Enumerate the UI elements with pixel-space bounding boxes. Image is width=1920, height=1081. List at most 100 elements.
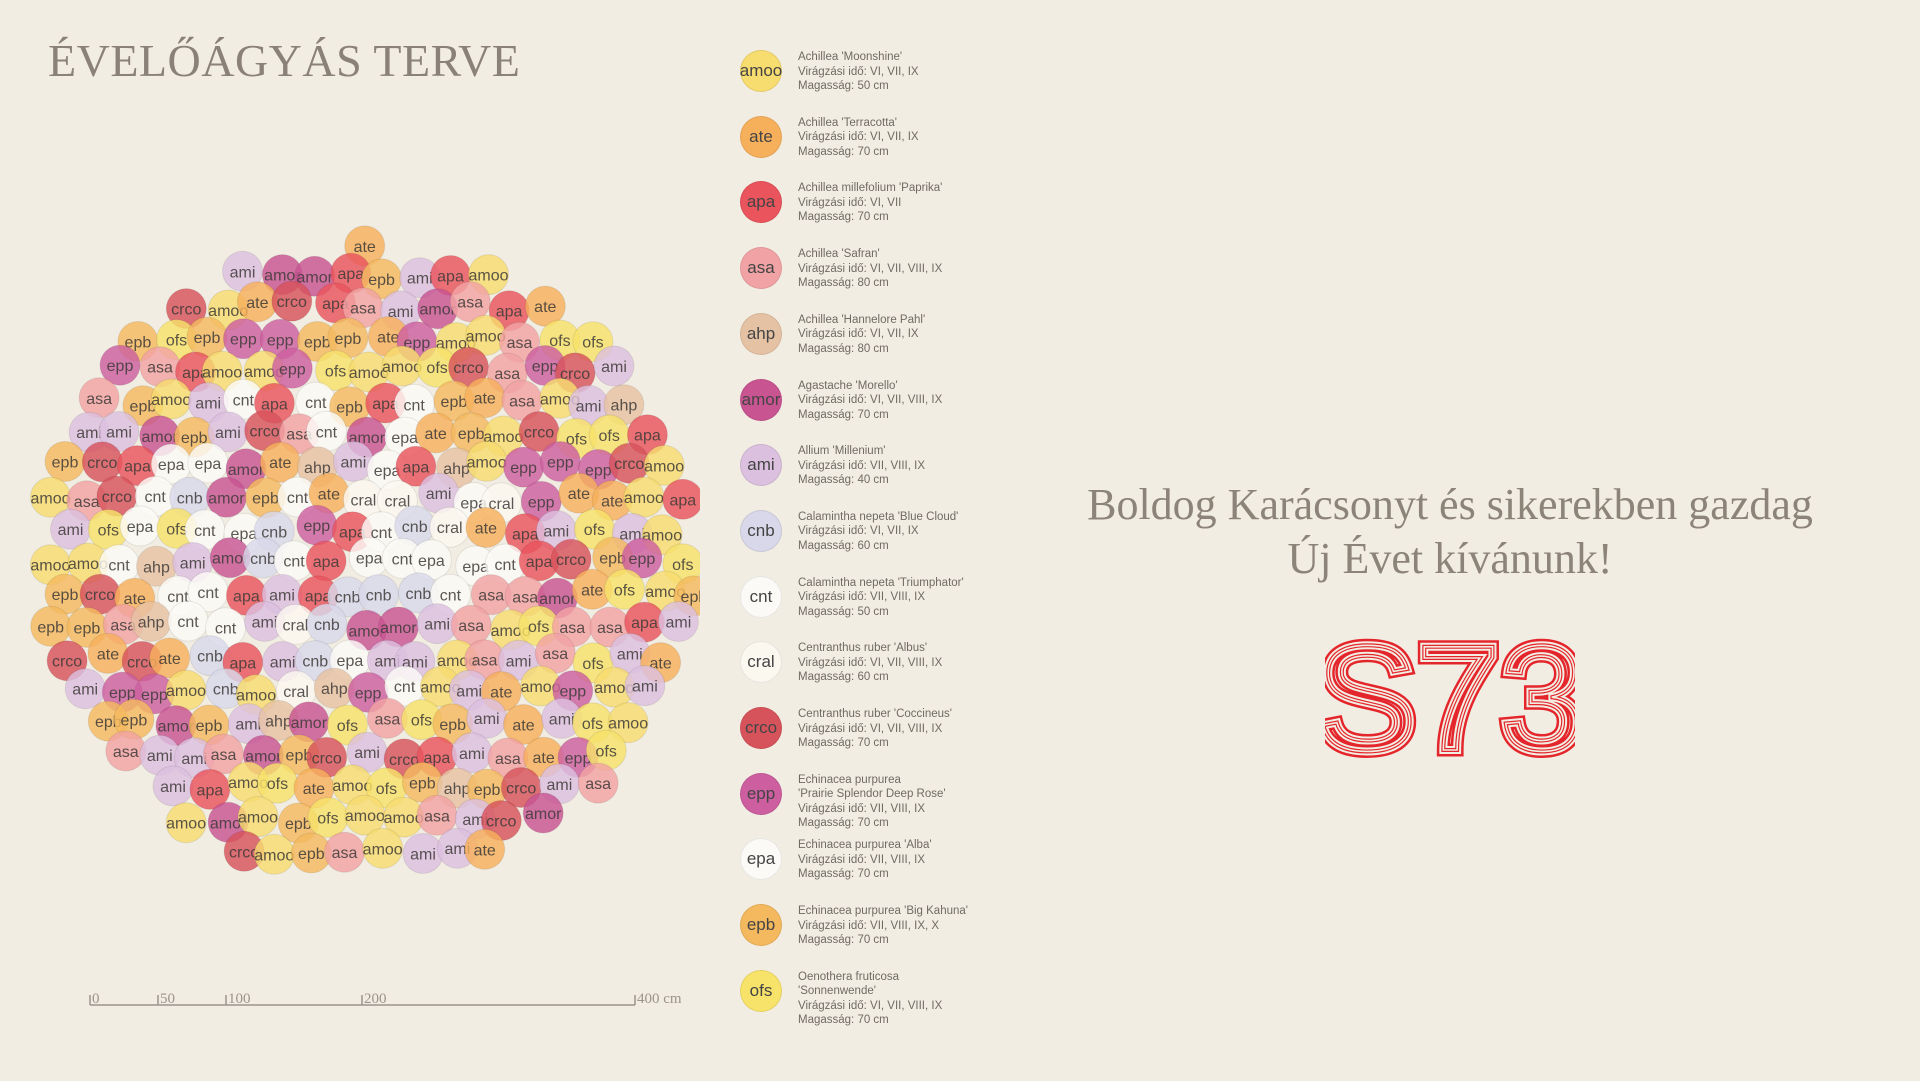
legend-item-ofs: ofs Oenothera fruticosa 'Sonnenwende' Virág…: [740, 966, 1040, 1026]
svg-text:amoo: amoo: [483, 429, 523, 446]
legend-line: Virágzási idő: VI, VII, IX: [798, 131, 919, 144]
plant-ami: ami: [244, 600, 285, 642]
plant-asa: asa: [499, 321, 540, 363]
plant-epb: epb: [30, 605, 72, 647]
plant-amor: amor: [346, 609, 388, 651]
svg-text:amoo: amoo: [642, 528, 682, 545]
legend-line: Calamintha nepeta 'Triumphator': [798, 576, 964, 589]
legend-line: Centranthus ruber 'Albus': [798, 642, 928, 655]
svg-text:amoo: amoo: [468, 268, 508, 285]
svg-text:cnt: cnt: [305, 395, 327, 412]
svg-text:ofs: ofs: [267, 776, 288, 793]
legend-item-asa: asa Achillea 'Safran' Virágzási idő: VI, V…: [740, 243, 1040, 303]
svg-text:asa: asa: [286, 427, 312, 444]
plant-ofs: ofs: [416, 346, 458, 388]
svg-text:cnt: cnt: [108, 558, 130, 575]
svg-text:amoo: amoo: [594, 680, 634, 697]
plant-ahp: ahp: [258, 700, 299, 741]
plant-crco: crco: [306, 736, 348, 778]
svg-text:ofs: ofs: [166, 333, 187, 350]
legend-swatch-ofs: ofs: [740, 969, 782, 1012]
legend-line: Achillea 'Safran': [798, 248, 880, 261]
svg-text:ate: ate: [246, 295, 268, 312]
svg-text:amor: amor: [212, 551, 249, 568]
svg-text:epb: epb: [298, 846, 325, 863]
svg-text:amor: amor: [296, 269, 333, 286]
plant-ahp: ahp: [313, 667, 355, 709]
plant-cnb: cnb: [394, 505, 436, 547]
plant-apa: apa: [626, 414, 668, 456]
plant-ami: ami: [173, 737, 215, 779]
svg-text:ofs: ofs: [582, 656, 603, 673]
plant-amoo: amoo: [201, 350, 243, 392]
legend-item-epa: epa Echinacea purpurea 'Alba' Virágzási id…: [740, 834, 1040, 894]
legend-line: Magasság: 70 cm: [798, 145, 889, 158]
svg-text:cnt: cnt: [371, 525, 393, 542]
svg-text:asa: asa: [478, 588, 504, 605]
svg-text:asa: asa: [457, 295, 483, 312]
legend-line: Magasság: 70 cm: [798, 211, 889, 224]
legend-line: Magasság: 70 cm: [798, 408, 889, 421]
greeting-text: Boldog Karácsonyt és sikerekben gazdag Ú…: [1060, 478, 1840, 586]
plant-ami: ami: [593, 345, 635, 387]
plant-ami: ami: [152, 765, 194, 807]
svg-text:amor: amor: [210, 815, 247, 832]
plant-ate: ate: [415, 412, 457, 454]
svg-text:amor: amor: [380, 620, 417, 637]
plant-amor: amor: [205, 476, 247, 518]
plant-asa: asa: [501, 379, 543, 421]
scale-tick-label: 100: [228, 991, 251, 1007]
svg-text:epp: epp: [547, 455, 574, 472]
plant-apa: apa: [624, 601, 665, 643]
scale-tick-label: 0: [92, 991, 100, 1007]
svg-text:ami: ami: [459, 746, 485, 763]
svg-text:epb: epb: [52, 455, 79, 472]
svg-text:ofs: ofs: [599, 428, 620, 445]
svg-text:ofs: ofs: [376, 781, 397, 798]
svg-text:ami: ami: [160, 779, 186, 796]
svg-text:epp: epp: [510, 460, 537, 477]
svg-text:ami: ami: [374, 653, 400, 670]
svg-text:epp: epp: [267, 332, 294, 349]
plant-epp: epp: [539, 441, 581, 482]
plant-amoo: amoo: [362, 827, 404, 869]
plant-amoo: amoo: [593, 666, 635, 708]
svg-text:cnt: cnt: [495, 557, 517, 574]
svg-text:apa: apa: [182, 365, 209, 382]
svg-text:cnb: cnb: [314, 617, 340, 634]
svg-text:ami: ami: [410, 847, 436, 864]
greeting-line-2: Új Évet kívánunk!: [1287, 534, 1613, 583]
svg-text:cral: cral: [283, 684, 309, 701]
legend-line: Centranthus ruber 'Coccineus': [798, 708, 952, 720]
legend-line: Virágzási idő: VII, VIII, IX, X: [798, 919, 940, 932]
svg-text:asa: asa: [472, 653, 498, 670]
plant-amoo: amoo: [165, 669, 207, 711]
plant-amoo: amoo: [383, 796, 425, 838]
plant-cral: cral: [274, 603, 316, 645]
svg-text:apa: apa: [261, 396, 288, 413]
svg-text:ami: ami: [76, 425, 102, 442]
svg-text:ami: ami: [632, 679, 658, 696]
plant-crco: crco: [223, 830, 265, 872]
legend-line: Echinacea purpurea: [798, 773, 901, 786]
svg-text:amoo: amoo: [332, 778, 372, 795]
svg-text:apa: apa: [229, 655, 256, 672]
plant-epp: epp: [99, 344, 141, 386]
svg-text:ami: ami: [549, 711, 575, 728]
plant-asa: asa: [78, 377, 120, 419]
svg-text:amoo: amoo: [151, 392, 191, 409]
plant-asa: asa: [139, 346, 181, 388]
plant-ami: ami: [346, 731, 388, 773]
svg-text:epb: epb: [474, 782, 501, 799]
svg-text:apa: apa: [437, 269, 464, 286]
legend-line: Magasság: 50 cm: [798, 80, 889, 92]
plant-ami: ami: [332, 440, 374, 482]
svg-text:crco: crco: [506, 781, 536, 798]
plant-asa: asa: [203, 733, 244, 775]
svg-text:ate: ate: [97, 646, 119, 663]
plant-crco: crco: [244, 410, 286, 452]
svg-text:ami: ami: [576, 398, 602, 415]
svg-text:apa: apa: [337, 266, 364, 283]
legend-swatch-apa: apa: [740, 181, 782, 224]
